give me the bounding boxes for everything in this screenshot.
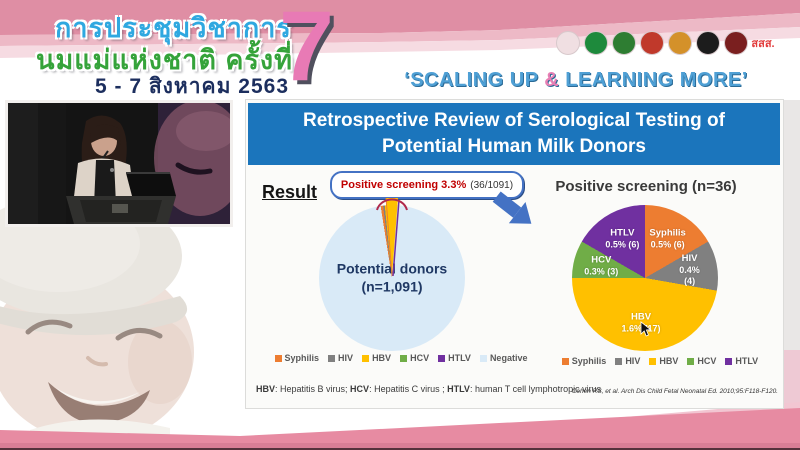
thaihealth-logo: สสส.	[751, 38, 775, 50]
pie-slice-label: HCV 0.3% (3)	[584, 254, 619, 277]
legend-item: HIV	[328, 353, 353, 363]
royal-college-emblem-logo	[640, 31, 664, 55]
conference-title-thai: การประชุมวิชาการ	[55, 13, 292, 43]
legend-right: Syphilis HIV HBV HCV HTLV	[546, 356, 774, 366]
legend-left: Syphilis HIV HBV HCV HTLV Negative	[266, 353, 536, 363]
legend-item: Syphilis	[561, 356, 606, 366]
ampersand: &	[544, 69, 560, 91]
edition-number: 7	[279, 0, 335, 101]
legend-item: HTLV	[438, 353, 471, 363]
legend-swatch-icon	[725, 357, 733, 365]
laptop	[126, 173, 176, 196]
speaker-scene	[8, 100, 246, 224]
pediatric-society-logo	[696, 31, 720, 55]
legend-item: Negative	[479, 353, 527, 363]
pie-slice-label: Syphilis 0.5% (6)	[649, 227, 686, 250]
legend-swatch-icon	[615, 357, 623, 365]
legend-item: HTLV	[725, 356, 758, 366]
positive-screening-pie: Syphilis 0.5% (6) HIV 0.4% (4) HBV 1.6% (17) H…	[572, 205, 718, 351]
legend-swatch-icon	[649, 357, 657, 365]
slide-title: Retrospective Review of Serological Test…	[248, 103, 780, 165]
citation: Cohen RS, et al. Arch Dis Child Fetal Ne…	[571, 388, 778, 395]
presentation-slide: Retrospective Review of Serological Test…	[246, 100, 783, 408]
legend-item: Syphilis	[274, 353, 319, 363]
callout-highlight: Positive screening 3.3%	[340, 179, 467, 191]
legend-swatch-icon	[328, 354, 336, 362]
conference-date-thai: 5 - 7 สิงหาคม 2563	[95, 75, 290, 98]
mother-child-foundation-logo	[556, 31, 580, 55]
abbreviation-footnote: HBV: Hepatitis B virus; HCV: Hepatitis C…	[256, 384, 602, 394]
health-ministry-logo	[584, 31, 608, 55]
legend-swatch-icon	[438, 354, 446, 362]
result-label: Result	[262, 182, 318, 202]
legend-item: HCV	[687, 356, 716, 366]
legend-swatch-icon	[362, 354, 370, 362]
potential-donors-pie: Potential donors (n=1,091)	[319, 205, 465, 351]
legend-swatch-icon	[687, 357, 695, 365]
conference-subtitle-thai: นมแม่แห่งชาติ ครั้งที่	[36, 45, 293, 75]
legend-swatch-icon	[479, 354, 487, 362]
royal-institute-logo	[724, 31, 748, 55]
legend-item: HIV	[615, 356, 640, 366]
legend-swatch-icon	[561, 357, 569, 365]
positive-screening-callout: Positive screening 3.3% (36/1091)	[330, 171, 524, 199]
baby-photo	[0, 194, 194, 450]
legend-item: HBV	[649, 356, 678, 366]
presenter	[73, 115, 135, 205]
pie-slice-label: HTLV 0.5% (6)	[605, 227, 640, 250]
conference-tagline: ‘SCALING UP & LEARNING MORE’	[404, 69, 748, 91]
donors-center-label: Potential donors (n=1,091)	[336, 260, 448, 295]
pie-slice-label: HBV 1.6% (17)	[621, 311, 661, 334]
sponsor-logos-row: สสส.	[556, 31, 775, 55]
legend-item: HBV	[362, 353, 391, 363]
legend-item: HCV	[400, 353, 429, 363]
right-chart-title: Positive screening (n=36)	[555, 178, 737, 195]
pie-slice-label: HIV 0.4% (4)	[679, 252, 700, 287]
legend-swatch-icon	[274, 354, 282, 362]
legend-swatch-icon	[400, 354, 408, 362]
medical-association-logo	[612, 31, 636, 55]
speaker-video[interactable]	[5, 100, 246, 227]
university-crest-logo	[668, 31, 692, 55]
callout-detail: (36/1091)	[470, 179, 514, 191]
